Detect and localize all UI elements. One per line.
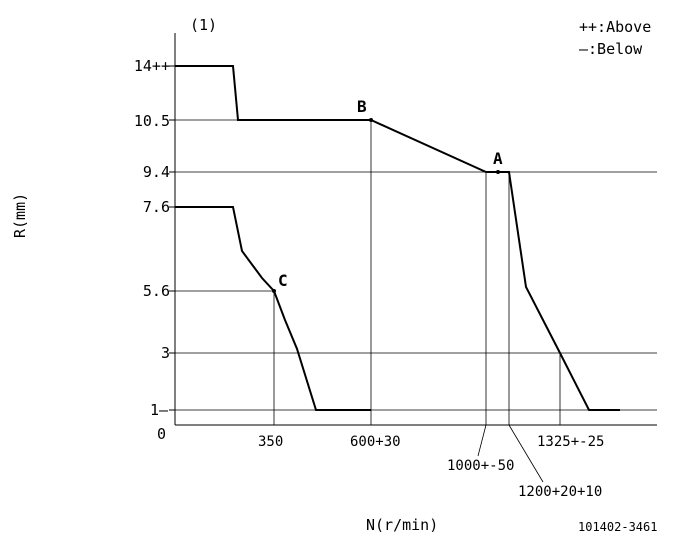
x-tick-label: 1000+-50	[447, 458, 515, 474]
x-tick-label: 350	[258, 434, 284, 450]
tick-leader-line	[508, 424, 544, 483]
legend-below: —:Below	[579, 40, 643, 58]
point-label-b: B	[357, 97, 367, 116]
x-tick-label: 600+30	[350, 434, 401, 450]
y-tick-label: 14++	[133, 57, 170, 75]
y-tick-label: 10.5	[133, 112, 170, 130]
x-tick-label: 1200+20+10	[518, 484, 603, 500]
point-marker-c	[272, 289, 276, 293]
y-tick-label: 3	[160, 344, 170, 362]
series-line-1	[175, 65, 620, 411]
point-label-a: A	[493, 149, 503, 168]
y-zero-label: 0	[157, 425, 167, 443]
point-label-c: C	[278, 271, 288, 290]
tick-leader-line	[477, 424, 487, 457]
point-marker-a	[496, 170, 500, 174]
y-tick-label: 1—	[149, 401, 168, 419]
point-marker-b	[369, 118, 373, 122]
y-tick-label: 9.4	[142, 163, 170, 181]
series-line-2	[175, 206, 371, 411]
x-tick-label: 1325+-25	[537, 434, 605, 450]
y-tick-label: 7.6	[142, 198, 170, 216]
footer-code: 101402-3461	[578, 520, 658, 534]
y-axis-label: R(mm)	[11, 192, 29, 238]
y-tick-label: 5.6	[142, 282, 170, 300]
x-axis-label: N(r/min)	[366, 516, 439, 534]
legend-above: ++:Above	[579, 18, 652, 36]
panel-label: (1)	[190, 16, 218, 34]
